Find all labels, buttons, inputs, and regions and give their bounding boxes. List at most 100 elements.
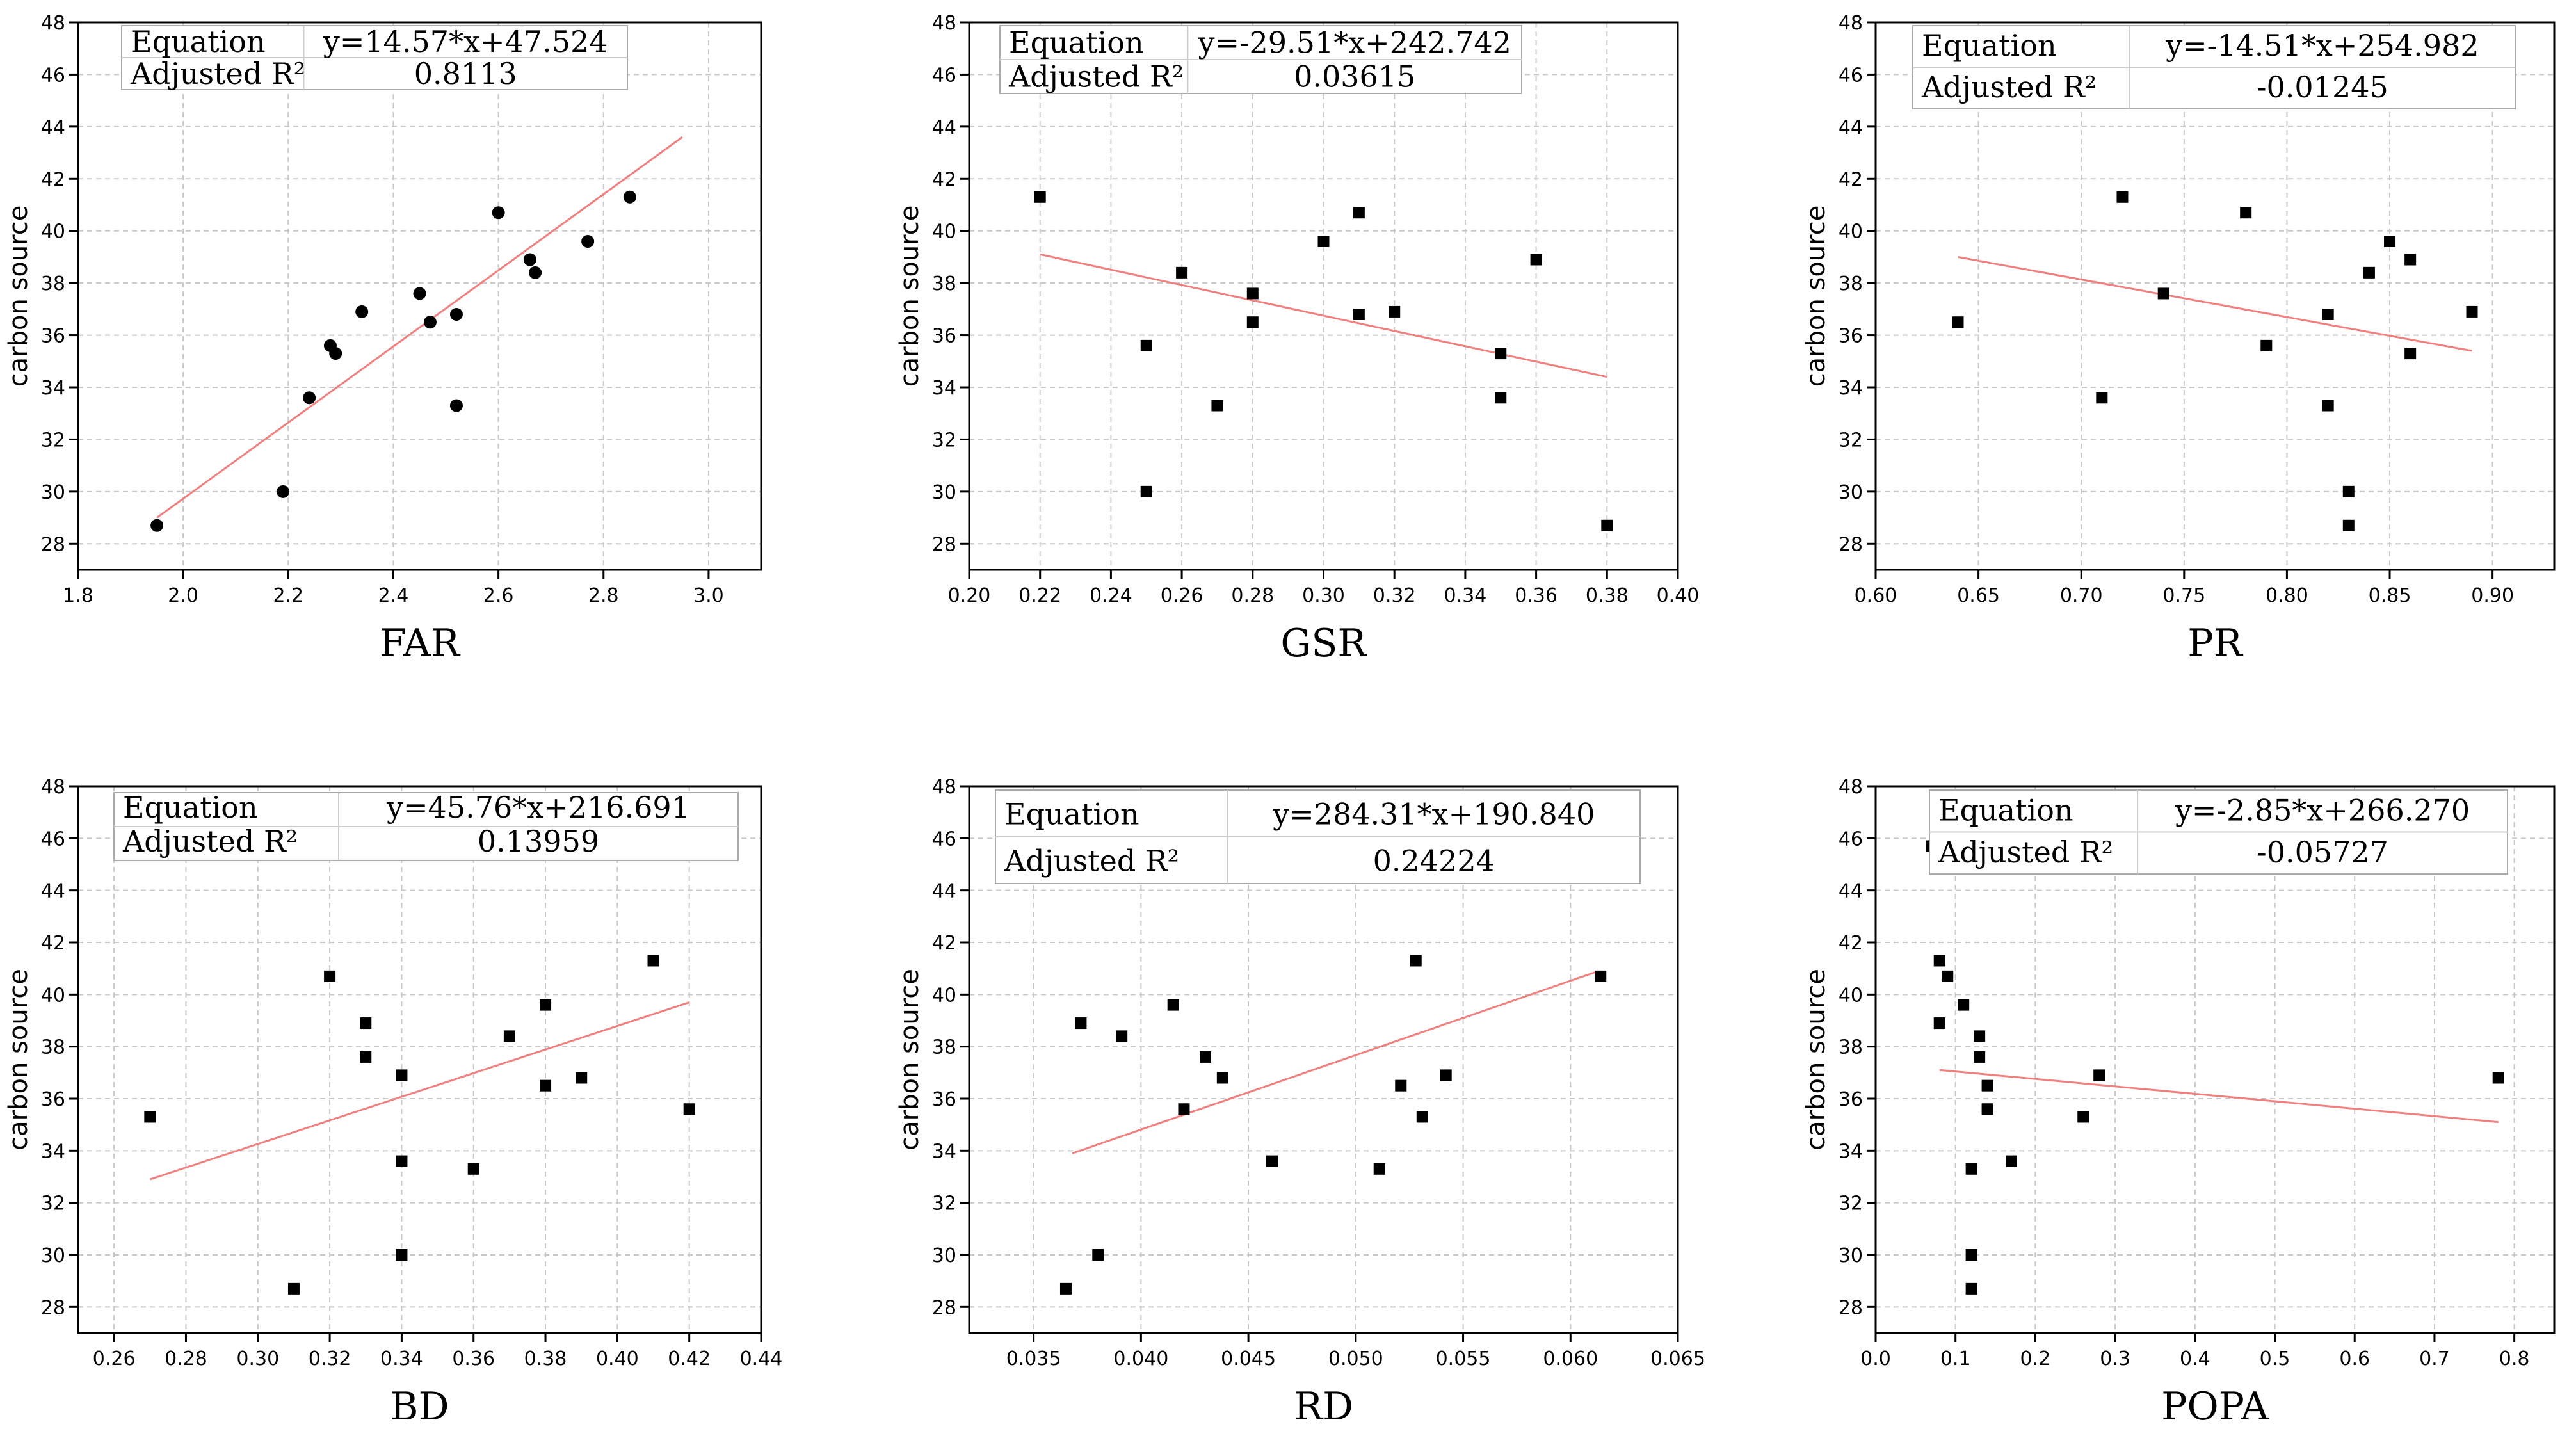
y-tick-label: 46	[41, 828, 65, 850]
data-point	[1266, 1155, 1278, 1167]
chart-bd: 0.26 0.28 0.30 0.32 0.34 0.36 0.38 0.40 0.42 0.44…	[4, 776, 782, 1429]
plot-frame	[1874, 21, 2556, 571]
y-tick-label: 30	[1839, 481, 1863, 504]
data-point	[1595, 970, 1607, 982]
x-tick-label: 0.050	[1328, 1348, 1383, 1370]
y-tick-label: 34	[1839, 377, 1863, 400]
data-point	[1942, 970, 1954, 982]
y-tick-label: 32	[1839, 429, 1863, 451]
x-tick-label: 0.60	[1855, 585, 1897, 607]
x-axis-label: FAR	[380, 621, 461, 666]
x-tick-label: 0.75	[2162, 585, 2205, 607]
y-tick-label: 40	[1839, 221, 1863, 243]
data-point	[1246, 316, 1259, 328]
x-tick-label: 1.8	[63, 585, 93, 607]
equation-value: y=14.57*x+47.524	[323, 24, 608, 59]
x-tick-label: 0.65	[1957, 585, 2000, 607]
y-tick-label: 28	[41, 1297, 65, 1319]
y-tick-label: 46	[932, 64, 956, 86]
x-tick-label: 2.2	[273, 585, 303, 607]
data-point	[2096, 392, 2108, 404]
data-point	[1530, 254, 1542, 266]
y-tick-label: 40	[932, 221, 956, 243]
x-tick-label: 0.70	[2060, 585, 2103, 607]
y-tick-label: 38	[41, 273, 65, 295]
data-point	[503, 1030, 515, 1042]
y-tick-label: 32	[932, 1193, 956, 1215]
data-point	[2077, 1111, 2089, 1123]
y-tick-label: 44	[41, 117, 65, 139]
x-tick-label: 0.6	[2339, 1348, 2370, 1370]
data-point	[1958, 999, 1970, 1011]
x-tick-label: 0.0	[1860, 1348, 1891, 1370]
y-tick-label: 40	[932, 984, 956, 1006]
data-point	[1092, 1249, 1104, 1261]
equation-value: y=-14.51*x+254.982	[2165, 28, 2479, 63]
data-point	[1211, 400, 1223, 412]
x-axis-label: PR	[2187, 621, 2243, 666]
x-tick-label: 0.32	[309, 1348, 351, 1370]
y-tick-label: 36	[41, 325, 65, 348]
data-point	[2006, 1155, 2017, 1167]
data-point	[1601, 519, 1613, 531]
y-tick-label: 46	[932, 828, 956, 850]
equation-value: y=284.31*x+190.840	[1272, 796, 1595, 831]
adjusted-r2-value: 0.8113	[414, 56, 517, 91]
y-tick-label: 44	[1839, 880, 1863, 903]
y-tick-label: 30	[932, 481, 956, 504]
data-point	[423, 316, 437, 329]
x-tick-label: 0.36	[452, 1348, 495, 1370]
adjusted-r2-label: Adjusted R²	[122, 824, 298, 859]
data-point	[1933, 1017, 1945, 1030]
y-tick-label: 42	[1839, 932, 1863, 955]
data-point	[355, 305, 369, 318]
y-tick-label: 34	[41, 377, 65, 400]
x-tick-label: 0.035	[1006, 1348, 1061, 1370]
y-tick-label: 48	[1839, 776, 1863, 798]
x-tick-label: 0.28	[1231, 585, 1274, 607]
y-tick-label: 48	[932, 12, 956, 35]
y-tick-label: 38	[1839, 1037, 1863, 1059]
x-axis-label: BD	[390, 1384, 449, 1429]
data-point	[2322, 400, 2334, 412]
y-tick-label: 34	[1839, 1140, 1863, 1163]
adjusted-r2-label: Adjusted R²	[1008, 60, 1184, 94]
data-point	[1116, 1030, 1128, 1042]
y-tick-label: 34	[41, 1140, 65, 1163]
x-tick-label: 0.055	[1436, 1348, 1491, 1370]
data-point	[2116, 191, 2129, 203]
y-tick-label: 36	[41, 1088, 65, 1111]
y-tick-label: 32	[41, 1193, 65, 1215]
data-point	[2492, 1072, 2504, 1084]
x-tick-label: 0.42	[668, 1348, 711, 1370]
y-tick-label: 34	[932, 377, 956, 400]
data-point	[492, 206, 505, 220]
y-tick-label: 38	[41, 1037, 65, 1059]
equation-label: Equation	[123, 790, 258, 825]
fit-line	[1958, 255, 2472, 352]
adjusted-r2-label: Adjusted R²	[1938, 835, 2113, 869]
plot-frame	[77, 785, 762, 1334]
data-point	[1495, 348, 1507, 360]
x-tick-label: 0.24	[1090, 585, 1132, 607]
y-tick-label: 40	[41, 984, 65, 1006]
adjusted-r2-value: 0.24224	[1373, 843, 1495, 878]
x-tick-label: 0.34	[1444, 585, 1487, 607]
y-tick-label: 30	[932, 1245, 956, 1267]
x-tick-label: 0.40	[596, 1348, 639, 1370]
data-point	[1965, 1163, 1977, 1175]
x-tick-label: 0.32	[1373, 585, 1416, 607]
y-tick-label: 34	[932, 1140, 956, 1163]
adjusted-r2-label: Adjusted R²	[1921, 70, 2097, 104]
data-point	[1353, 207, 1365, 219]
x-tick-label: 3.0	[693, 585, 724, 607]
data-point	[287, 1282, 300, 1295]
x-tick-label: 0.060	[1543, 1348, 1598, 1370]
y-tick-label: 32	[932, 429, 956, 451]
data-point	[413, 287, 426, 300]
y-tick-label: 36	[1839, 1088, 1863, 1111]
data-point	[396, 1069, 408, 1081]
x-tick-label: 0.26	[1161, 585, 1203, 607]
